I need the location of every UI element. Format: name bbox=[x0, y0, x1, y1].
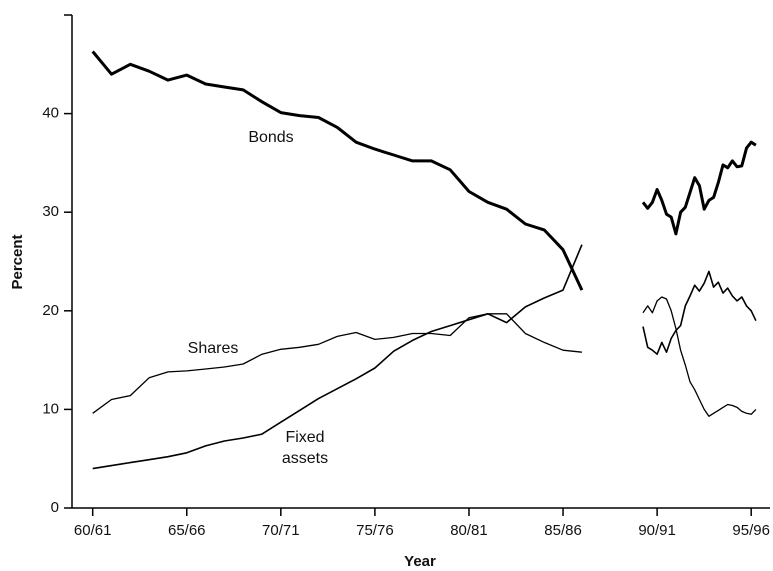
y-tick-label: 40 bbox=[42, 105, 59, 122]
x-tick-label: 80/81 bbox=[450, 522, 488, 539]
series-line bbox=[92, 244, 757, 470]
x-tick-label: 65/66 bbox=[168, 522, 206, 539]
y-tick-label: 0 bbox=[51, 499, 59, 516]
series-label: Bonds bbox=[248, 129, 294, 146]
x-tick-label: 75/76 bbox=[356, 522, 394, 539]
x-axis-title: Year bbox=[404, 553, 436, 570]
x-tick-label: 60/61 bbox=[74, 522, 112, 539]
y-tick-label: 10 bbox=[42, 400, 59, 417]
x-tick-label: 95/96 bbox=[732, 522, 770, 539]
series-line bbox=[92, 296, 757, 417]
series-label: Fixed assets bbox=[281, 429, 329, 467]
x-tick-label: 90/91 bbox=[638, 522, 676, 539]
y-tick-label: 20 bbox=[42, 302, 59, 319]
series-line bbox=[91, 50, 757, 291]
y-axis-title: Percent bbox=[9, 234, 26, 289]
x-tick-label: 70/71 bbox=[262, 522, 300, 539]
series-label: Shares bbox=[187, 340, 239, 357]
y-tick-label: 30 bbox=[42, 203, 59, 220]
x-tick-label: 85/86 bbox=[544, 522, 582, 539]
